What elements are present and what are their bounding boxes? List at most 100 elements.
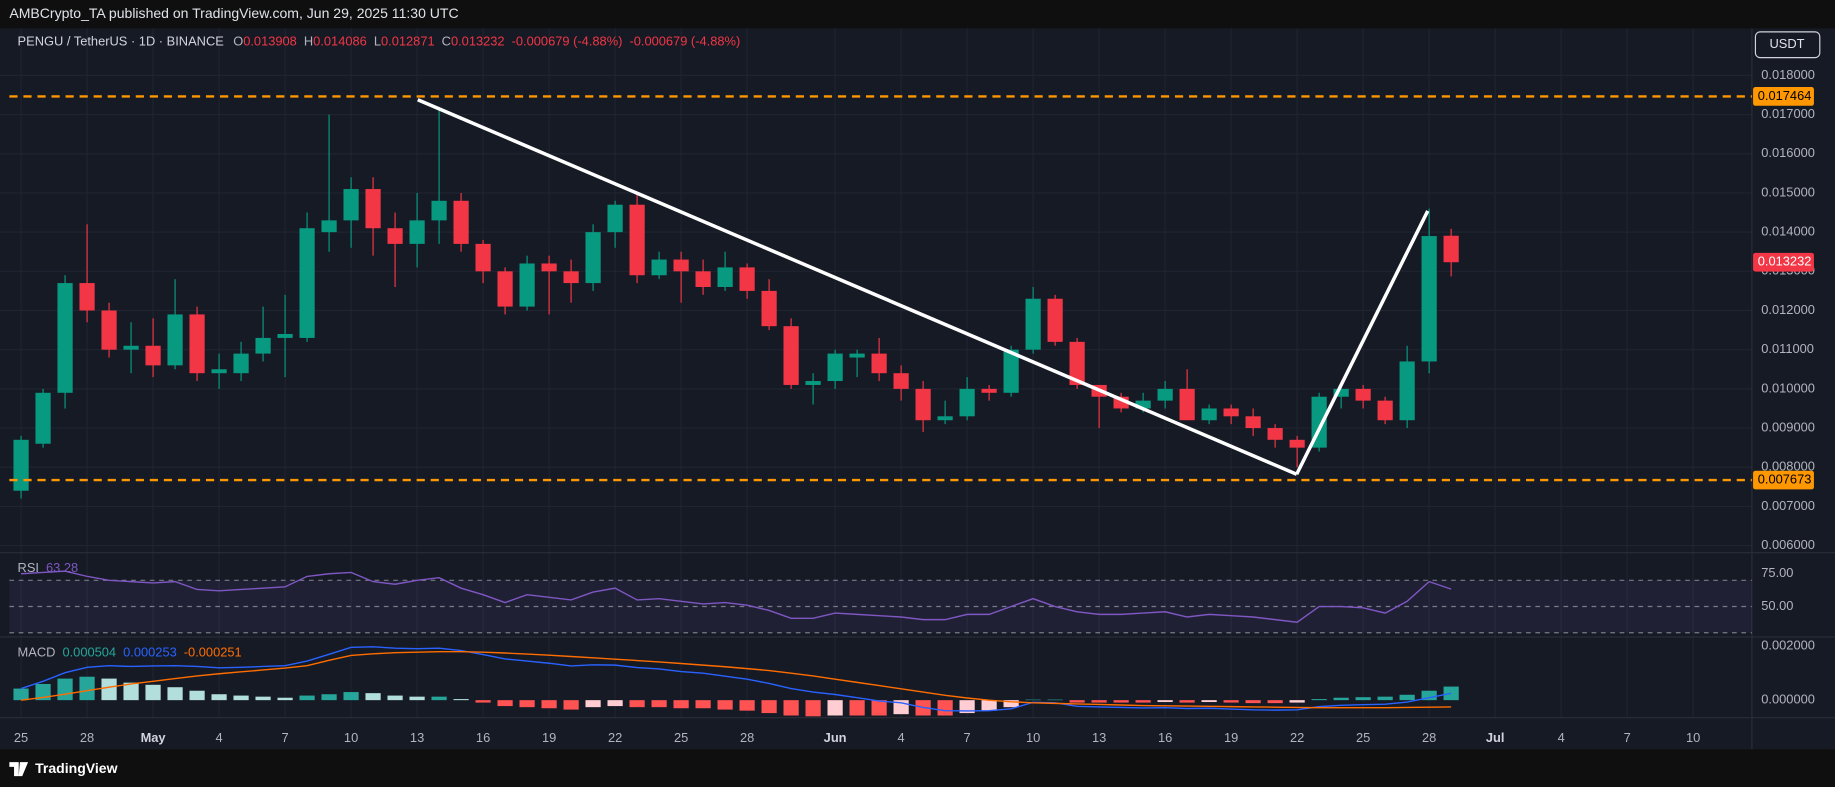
candle-body: [1223, 408, 1239, 417]
rsi-title: RSI: [18, 560, 39, 575]
macd-histogram-bar: [343, 692, 359, 701]
candle-body: [1003, 349, 1019, 393]
y-tick-label: 0.012000: [1761, 302, 1815, 317]
candle-body: [497, 271, 513, 307]
candle-body: [387, 228, 403, 244]
y-tick-label: 0.011000: [1761, 341, 1814, 356]
x-tick-label: 28: [80, 730, 94, 745]
macd-histogram-bar: [519, 700, 535, 708]
macd-histogram-bar: [761, 700, 777, 714]
candle-body: [981, 388, 997, 393]
legend-change: -0.000679 (-4.88%): [512, 34, 623, 49]
macd-histogram-bar: [871, 700, 887, 716]
macd-histogram-bar: [365, 693, 381, 701]
macd-histogram-bar: [695, 700, 711, 709]
candle-body: [563, 271, 579, 284]
macd-histogram-bar: [739, 700, 755, 711]
candle-body: [805, 381, 821, 385]
level-label-box: [1753, 87, 1814, 106]
x-tick-label: Jun: [824, 730, 847, 745]
macd-histogram-bar: [805, 700, 821, 717]
candle-body: [541, 263, 557, 272]
candle-body: [783, 326, 799, 385]
rsi-value: 63.28: [46, 560, 78, 575]
x-tick-label: 4: [1558, 730, 1565, 745]
last-price-box: [1753, 252, 1814, 272]
candle-body: [1245, 416, 1261, 429]
candle-body: [519, 263, 535, 307]
macd-histogram-bar: [563, 700, 579, 710]
legend-key: L: [374, 34, 381, 49]
y-tick-label: 0.018000: [1761, 67, 1815, 82]
macd-histogram-bar: [189, 690, 205, 701]
x-tick-label: 19: [1224, 730, 1238, 745]
y-tick-label: 0.016000: [1761, 145, 1815, 160]
macd-histogram-bar: [79, 676, 95, 701]
macd-histogram-bar: [387, 695, 403, 701]
plot: [9, 95, 1752, 717]
currency-button[interactable]: [1754, 31, 1821, 59]
y-tick-label: 0.014000: [1761, 224, 1815, 239]
macd-histogram-bar: [1025, 699, 1041, 701]
macd-histogram-bar: [233, 695, 249, 701]
macd-histogram-bar: [1003, 700, 1019, 708]
candle-body: [1047, 298, 1063, 342]
brand: TradingView: [35, 760, 117, 776]
macd-histogram-bar: [629, 700, 645, 708]
x-tick-label: 28: [740, 730, 754, 745]
candle-body: [1377, 400, 1393, 421]
candle-body: [827, 353, 843, 382]
macd-histogram-bar: [937, 700, 953, 716]
x-tick-label: Jul: [1486, 730, 1505, 745]
x-tick-label: 22: [1290, 730, 1304, 745]
macd-line: [20, 646, 1452, 712]
candle-body: [167, 314, 183, 366]
macd-histogram-bar: [1289, 700, 1305, 703]
legend-change: -0.000679 (-4.88%): [629, 34, 740, 49]
candle-body: [651, 259, 667, 276]
x-tick-label: 16: [476, 730, 490, 745]
candle-body: [365, 189, 381, 229]
candle-body: [673, 259, 689, 272]
macd-histogram-bar: [1267, 700, 1283, 704]
candle-body: [871, 353, 887, 374]
macd-histogram-bar: [827, 700, 843, 716]
macd-histogram-bar: [1421, 690, 1437, 701]
x-tick-label: 25: [14, 730, 28, 745]
macd-histogram-bar: [1245, 700, 1261, 704]
legend-value: 0.013232: [451, 34, 505, 49]
candle-body: [1179, 388, 1195, 421]
macd-histogram-bar: [1069, 700, 1085, 703]
candle-body: [299, 228, 315, 338]
y-tick-label: 0.015000: [1761, 184, 1815, 199]
macd-histogram-bar: [453, 699, 469, 701]
candle-body: [761, 290, 777, 327]
currency[interactable]: USDT: [1770, 36, 1805, 51]
macd-histogram-bar: [1201, 700, 1217, 703]
grid: [0, 28, 1752, 718]
macd-histogram-bar: [35, 683, 51, 701]
x-tick-label: 7: [282, 730, 289, 745]
macd-histogram-bar: [651, 700, 667, 708]
candle-body: [739, 267, 755, 291]
y-tick-label: 0.007000: [1761, 498, 1815, 513]
y-tick-label: 0.002000: [1761, 638, 1815, 653]
trendline: [1295, 210, 1430, 476]
candle-body: [321, 220, 337, 233]
candle-body: [57, 283, 73, 393]
candle-body: [959, 388, 975, 417]
candle-body: [79, 283, 95, 311]
last-price-label: 0.013232: [1758, 254, 1812, 269]
macd-histogram-bar: [541, 700, 557, 709]
macd-histogram-bar: [1399, 694, 1415, 701]
macd-histogram-bar: [1091, 700, 1107, 703]
x-tick-label: 13: [410, 730, 424, 745]
macd-histogram-bar: [1157, 700, 1173, 703]
rsi-legend: RSI 63.28: [18, 560, 79, 575]
candle-body: [1333, 388, 1349, 397]
candle-body: [1113, 396, 1129, 409]
macd-histogram-bar: [431, 696, 447, 701]
candle-body: [453, 200, 469, 244]
macd-histogram-bar: [849, 700, 865, 716]
